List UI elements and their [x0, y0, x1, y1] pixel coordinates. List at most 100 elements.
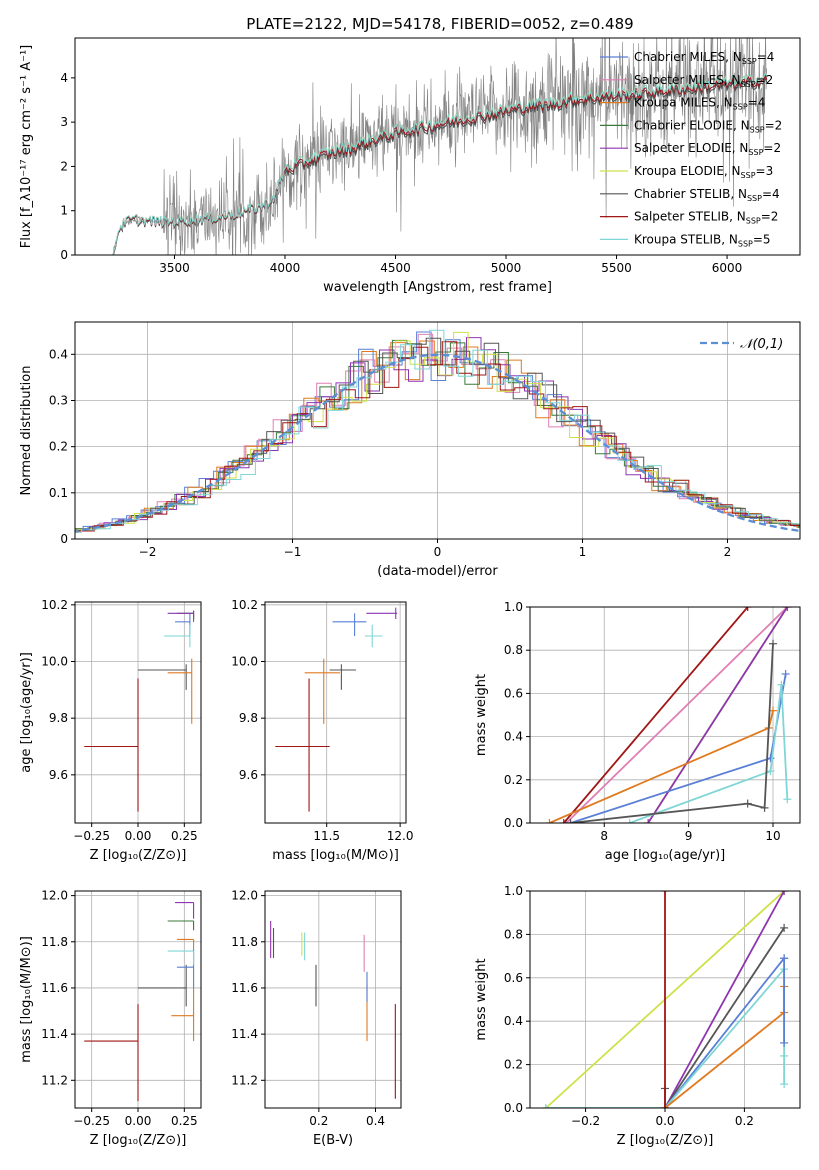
plot-area [545, 607, 792, 823]
y-tick-label: 11.4 [231, 1027, 258, 1041]
legend-entry: Chabrier ELODIE, NSSP=2 [634, 118, 782, 134]
x-tick-label: 0.00 [125, 1114, 152, 1128]
y-tick-label: 0.0 [504, 816, 523, 830]
normal-curve [75, 353, 800, 533]
x-axis-label: age [log₁₀(age/yr)] [605, 848, 726, 863]
x-axis-label: Z [log₁₀(Z/Z⊙)] [90, 848, 187, 863]
y-tick-label: 0.1 [49, 486, 68, 500]
legend-entry: Salpeter ELODIE, NSSP=2 [634, 141, 781, 157]
y-tick-label: 9.8 [49, 711, 68, 725]
y-tick-label: 10.0 [41, 655, 68, 669]
legend-rest: =2 [756, 73, 774, 87]
legend-entry: Salpeter MILES, NSSP=2 [634, 73, 773, 89]
axes-mass_vs_ebv [265, 891, 401, 1108]
histogram-salpeter_miles [75, 333, 800, 531]
legend-subscript: SSP [738, 239, 753, 248]
axis-residuals: −2 −1 0 1 2 0 0.1 0.2 0.3 0.4 (data-model)/error No… [19, 321, 801, 579]
axis-weight_vs_age: 8 9 10 0.0 0.2 0.4 0.6 0.8 1.0 age [log₁₀(age/yr)… [474, 600, 801, 863]
x-tick-label: 0.4 [366, 1114, 385, 1128]
y-tick-label: 12.0 [231, 889, 258, 903]
legend-subscript: SSP [750, 125, 765, 134]
y-tick-label: 0.2 [504, 1058, 523, 1072]
plot-area [541, 891, 789, 1108]
y-tick-label: 9.6 [239, 768, 258, 782]
x-tick-label: 4500 [380, 261, 411, 275]
series-kroupa_stelib [629, 684, 789, 823]
x-tick-label: 6000 [712, 261, 743, 275]
legend-rest: =4 [762, 187, 780, 201]
axis-weight_vs_Z: −0.2 0.0 0.2 0.0 0.2 0.4 0.6 0.8 1.0 Z [log₁₀(Z/Z… [474, 884, 801, 1148]
x-tick-label: −0.25 [73, 1114, 110, 1128]
x-tick-label: 2 [724, 545, 732, 559]
axes-frame [264, 601, 407, 824]
x-tick-label: 0.2 [309, 1114, 328, 1128]
data-spectrum [112, 38, 767, 255]
y-axis-label: age [log₁₀(age/yr)] [19, 652, 34, 773]
y-tick-label: 9.8 [239, 711, 258, 725]
x-tick-label: 0.0 [655, 1114, 674, 1128]
figure-title: PLATE=2122, MJD=54178, FIBERID=0052, z=0… [246, 15, 633, 33]
y-tick-label: 11.6 [231, 981, 258, 995]
legend-rest: =2 [763, 141, 781, 155]
legend-entry: Chabrier MILES, NSSP=4 [634, 50, 774, 66]
y-tick-label: 0.8 [504, 927, 523, 941]
series-salpeter_elodie [664, 891, 785, 1108]
y-tick-label: 0.4 [49, 347, 68, 361]
y-tick-label: 0 [60, 248, 68, 262]
x-tick-label: 1 [579, 545, 587, 559]
x-tick-label: 9 [685, 829, 693, 843]
y-tick-label: 0.0 [504, 1101, 523, 1115]
x-tick-label: 10 [765, 829, 780, 843]
y-tick-label: 0.8 [504, 643, 523, 657]
x-tick-label: 0.25 [171, 829, 198, 843]
plot-area [84, 901, 195, 1102]
legend-subscript: SSP [741, 171, 756, 180]
y-tick-label: 0.4 [504, 1014, 523, 1028]
x-tick-label: 0.00 [125, 829, 152, 843]
legend-entry: 𝒩(0,1) [740, 337, 783, 352]
x-axis-label: wavelength [Angstrom, rest frame] [323, 280, 552, 295]
x-tick-label: 0.25 [171, 1114, 198, 1128]
axes-spectrum [112, 38, 768, 255]
y-tick-label: 0.2 [504, 773, 523, 787]
legend-subscript: SSP [748, 148, 763, 157]
y-tick-label: 10.2 [231, 598, 258, 612]
y-axis-label: mass weight [474, 674, 489, 756]
y-tick-label: 9.6 [49, 768, 68, 782]
x-tick-label: −0.2 [571, 1114, 600, 1128]
y-tick-label: 3 [60, 115, 68, 129]
axis-mass_vs_Z: −0.25 0.00 0.25 11.2 11.4 11.6 11.8 12.0 Z [log₁… [19, 889, 202, 1148]
y-tick-label: 11.8 [41, 935, 68, 949]
y-axis-label: mass [log₁₀(M/M⊙)] [19, 936, 34, 1063]
y-tick-label: 1.0 [504, 884, 523, 898]
y-tick-label: 11.4 [41, 1027, 68, 1041]
y-tick-label: 11.2 [41, 1073, 68, 1087]
y-tick-label: 11.6 [41, 981, 68, 995]
axes-weight_vs_age [530, 606, 800, 824]
axes-residuals [75, 322, 800, 540]
x-tick-label: 11.5 [313, 829, 340, 843]
x-axis-label: (data-model)/error [377, 564, 498, 579]
axes-age_vs_mass [265, 602, 406, 823]
x-axis-label: mass [log₁₀(M/M⊙)] [272, 848, 399, 863]
x-tick-label: 4000 [270, 261, 301, 275]
histogram-salpeter_stelib [75, 341, 800, 532]
legend-entry: Chabrier STELIB, NSSP=4 [634, 187, 780, 203]
plot-area [270, 921, 396, 1099]
y-axis-label: Flux [f_λ10⁻¹⁷ erg cm⁻² s⁻¹ A⁻¹] [19, 45, 34, 249]
legend-subscript: SSP [746, 217, 761, 226]
axes-frame [529, 606, 801, 824]
legend-entry: Kroupa ELODIE, NSSP=3 [634, 164, 773, 180]
series-salpeter_elodie [647, 607, 789, 823]
y-tick-label: 10.2 [41, 598, 68, 612]
legend-rest: =2 [761, 210, 779, 224]
y-tick-label: 0.2 [49, 440, 68, 454]
legend-rest: =5 [753, 232, 771, 246]
x-tick-label: 5500 [601, 261, 632, 275]
series-chabrier_miles [664, 957, 785, 1108]
legend-entry: Kroupa MILES, NSSP=4 [634, 96, 765, 112]
legend-subscript: SSP [733, 103, 748, 112]
legend-entry: Kroupa STELIB, NSSP=5 [634, 232, 771, 248]
x-tick-label: 12.0 [387, 829, 414, 843]
histogram-kroupa_elodie [75, 331, 800, 533]
